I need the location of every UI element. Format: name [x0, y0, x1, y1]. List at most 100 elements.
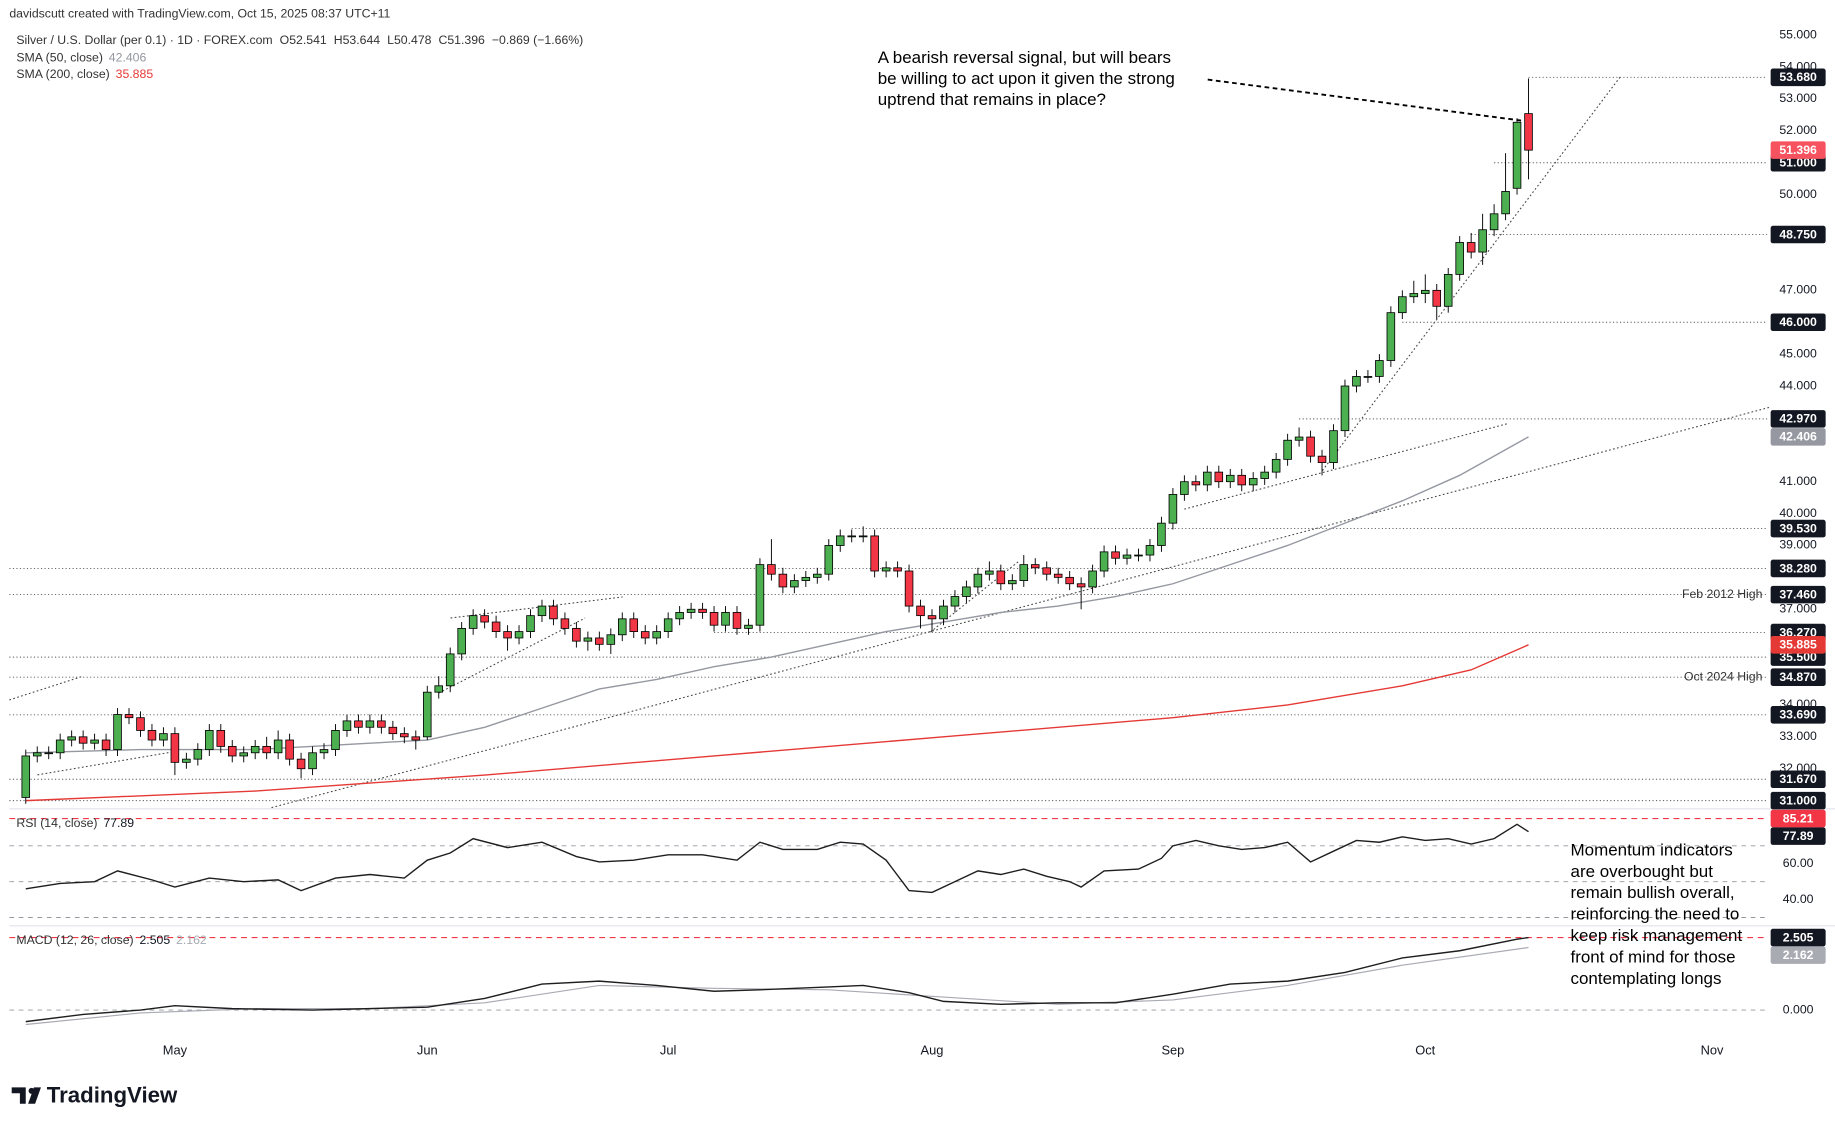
price-box-label: 2.162	[1783, 948, 1814, 962]
candle-body	[1157, 522, 1166, 546]
candle-body	[1283, 439, 1292, 460]
candle-body	[1340, 385, 1350, 432]
legend-name: SMA (50, close)	[16, 51, 103, 65]
candle-body	[308, 752, 317, 770]
candle-body	[1134, 554, 1143, 557]
candle-body	[618, 618, 627, 636]
level-note: Oct 2024 High	[1684, 669, 1763, 683]
candle-body	[778, 573, 788, 588]
price-box	[1770, 313, 1826, 332]
x-tick-label: Jul	[660, 1042, 676, 1057]
trend-lines	[9, 75, 1770, 809]
ohlc-close: C51.396	[438, 33, 485, 47]
candle-body	[1225, 474, 1235, 483]
candle-body	[55, 739, 65, 754]
trend-line	[271, 406, 1770, 809]
candle-body	[1455, 242, 1464, 275]
x-tick-label: Oct	[1415, 1042, 1435, 1057]
candle-body	[595, 637, 604, 645]
candle-body	[296, 758, 306, 770]
price-box-label: 2.505	[1783, 930, 1814, 944]
ohlc-open: O52.541	[280, 33, 327, 47]
candle-body	[1386, 312, 1396, 361]
candle-body	[1145, 545, 1155, 556]
candle-body	[537, 605, 547, 617]
legend-entry: MACD (12, 26, close) 2.505 2.162	[16, 933, 207, 947]
candle-body	[675, 612, 684, 620]
candle-body	[1421, 289, 1430, 294]
candle-body	[21, 755, 31, 798]
candle-body	[1237, 474, 1247, 486]
candle-body	[1329, 430, 1338, 463]
candle-body	[78, 736, 88, 744]
candle-body	[1363, 376, 1373, 378]
logo-icon	[28, 1087, 35, 1094]
candle-body	[514, 631, 524, 639]
trend-line	[438, 617, 586, 694]
candle-body	[1489, 213, 1499, 231]
candle-body	[445, 653, 455, 687]
candle-body	[881, 567, 891, 572]
candle-body	[400, 733, 409, 738]
y-tick-label: 50.000	[1779, 187, 1817, 201]
candle-body	[1398, 296, 1407, 314]
candle-body	[1432, 289, 1442, 307]
candle-body	[663, 618, 673, 632]
price-box-label: 31.000	[1779, 793, 1817, 807]
annotation: are overbought but	[1571, 862, 1714, 881]
candle-body	[606, 634, 616, 645]
candle-body	[44, 752, 53, 755]
legend-value: 2.162	[176, 933, 207, 947]
price-box-label: 38.280	[1779, 561, 1817, 575]
candle-body	[801, 576, 811, 581]
candle-body	[503, 631, 512, 639]
annotation: reinforcing the need to	[1571, 905, 1740, 924]
price-box	[1770, 225, 1826, 244]
candle-body	[686, 608, 696, 613]
candle-body	[227, 745, 237, 757]
legend-name: MACD (12, 26, close)	[16, 933, 133, 947]
y-tick-label: 53.000	[1779, 91, 1817, 105]
price-box-label: 77.89	[1783, 829, 1814, 843]
candle-body	[950, 596, 960, 607]
candle-body	[434, 685, 444, 693]
candle-body	[755, 564, 765, 626]
candle-body	[1478, 229, 1487, 253]
x-tick-label: Jun	[417, 1042, 438, 1057]
price-box	[1770, 946, 1826, 964]
candle-body	[973, 573, 983, 588]
candle-body	[170, 733, 180, 763]
price-box-label: 36.270	[1779, 625, 1817, 639]
price-box-label: 33.690	[1779, 708, 1817, 722]
candle-body	[767, 564, 776, 575]
candle-body	[526, 615, 535, 632]
price-box	[1770, 809, 1826, 828]
price-box-label: 42.406	[1779, 430, 1817, 444]
y-tick-label: 33.000	[1779, 729, 1817, 743]
candle-body	[1203, 471, 1212, 486]
candle-body	[1099, 551, 1109, 572]
x-tick-label: Sep	[1161, 1042, 1184, 1057]
legend-value: 42.406	[109, 51, 147, 65]
annotation: keep risk management	[1571, 926, 1743, 945]
x-tick-label: May	[163, 1042, 188, 1057]
price-box-label: 85.21	[1783, 811, 1814, 825]
candle-body	[1168, 494, 1178, 524]
y-tick-label: 55.000	[1779, 27, 1817, 41]
candle-body	[377, 720, 386, 728]
candle-body	[858, 535, 868, 538]
price-box	[1770, 706, 1826, 724]
legend-entry: SMA (200, close) 35.885	[16, 67, 153, 81]
symbol: Silver / U.S. Dollar (per 0.1) · 1D · FO…	[16, 33, 272, 47]
ohlc-high: H53.644	[334, 33, 381, 47]
candle-body	[698, 608, 707, 613]
candle-body	[1065, 576, 1074, 585]
candle-body	[480, 615, 489, 623]
trend-line	[9, 676, 83, 701]
candle-body	[250, 745, 260, 754]
y-tick-label: 0.000	[1783, 1002, 1814, 1016]
candle-body	[572, 627, 581, 642]
y-tick-label: 44.000	[1779, 378, 1817, 392]
